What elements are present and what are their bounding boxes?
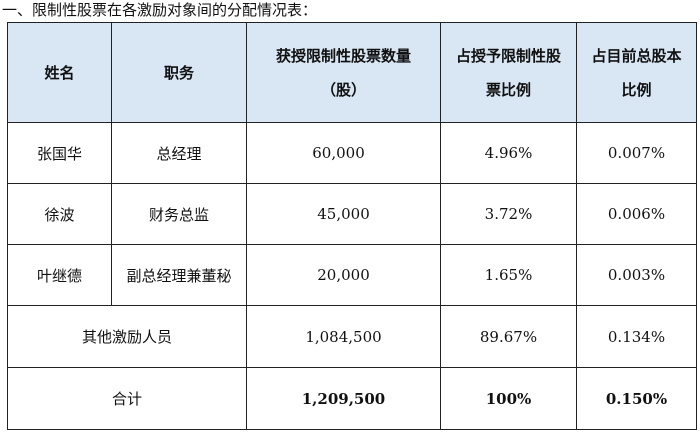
cell-name: 张国华 [7, 122, 112, 184]
cell-granted-shares: 60,000 [246, 122, 441, 184]
header-pct-of-total: 占目前总股本比例 [576, 22, 697, 123]
cell-pct-of-grant: 1.65% [440, 244, 577, 306]
cell-name: 徐波 [7, 183, 112, 245]
header-row: 姓名 职务 获授限制性股票数量（股） 占授予限制性股票比例 占目前总股本比例 [7, 22, 697, 123]
header-pct-of-grant: 占授予限制性股票比例 [440, 22, 577, 123]
cell-others-granted-shares: 1,084,500 [246, 305, 441, 368]
cell-others-label: 其他激励人员 [7, 305, 247, 368]
cell-position: 副总经理兼董秘 [111, 244, 247, 306]
cell-others-pct-of-total: 0.134% [576, 305, 697, 368]
section-title: 一、限制性股票在各激励对象间的分配情况表： [2, 1, 318, 19]
table-row: 张国华 总经理 60,000 4.96% 0.007% [7, 122, 697, 184]
header-name: 姓名 [7, 22, 112, 123]
cell-pct-of-total: 0.003% [576, 244, 697, 306]
cell-granted-shares: 20,000 [246, 244, 441, 306]
cell-pct-of-grant: 3.72% [440, 183, 577, 245]
allocation-table: 姓名 职务 获授限制性股票数量（股） 占授予限制性股票比例 占目前总股本比例 张… [7, 22, 697, 430]
table-row: 叶继德 副总经理兼董秘 20,000 1.65% 0.003% [7, 244, 697, 306]
cell-total-granted-shares: 1,209,500 [246, 367, 441, 430]
table-row: 徐波 财务总监 45,000 3.72% 0.006% [7, 183, 697, 245]
cell-granted-shares: 45,000 [246, 183, 441, 245]
cell-position: 财务总监 [111, 183, 247, 245]
cell-others-pct-of-grant: 89.67% [440, 305, 577, 368]
total-row: 合计 1,209,500 100% 0.150% [7, 367, 697, 430]
cell-pct-of-total: 0.007% [576, 122, 697, 184]
cell-name: 叶继德 [7, 244, 112, 306]
cell-total-pct-of-grant: 100% [440, 367, 577, 430]
cell-pct-of-total: 0.006% [576, 183, 697, 245]
cell-total-pct-of-total: 0.150% [576, 367, 697, 430]
cell-position: 总经理 [111, 122, 247, 184]
cell-total-label: 合计 [7, 367, 247, 430]
cell-pct-of-grant: 4.96% [440, 122, 577, 184]
header-position: 职务 [111, 22, 247, 123]
others-row: 其他激励人员 1,084,500 89.67% 0.134% [7, 305, 697, 368]
header-granted-shares: 获授限制性股票数量（股） [246, 22, 441, 123]
